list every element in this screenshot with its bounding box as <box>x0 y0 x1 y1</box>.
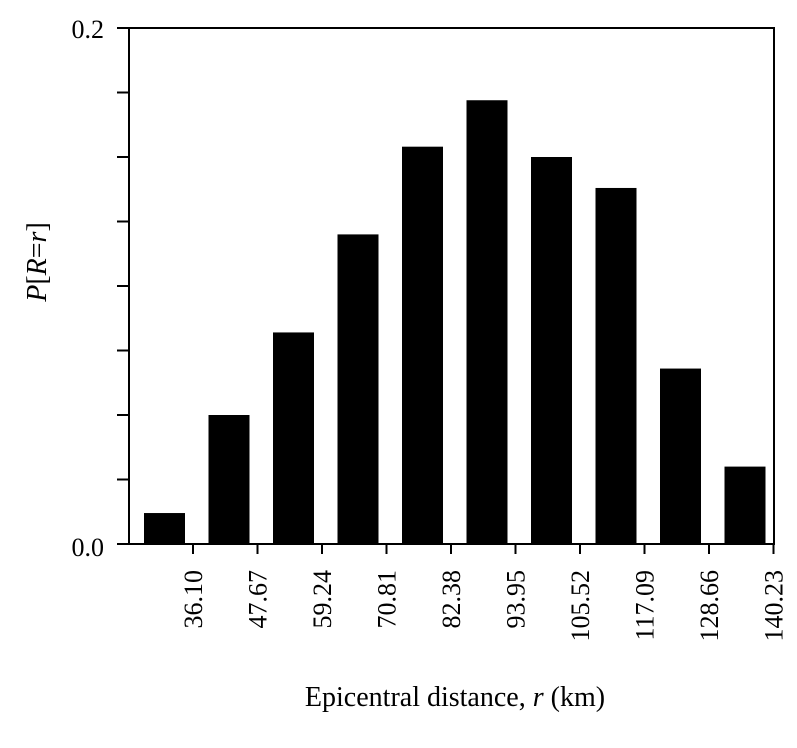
x-tick-label: 59.24 <box>308 570 337 629</box>
bars-group <box>144 100 766 545</box>
x-tick-label: 70.81 <box>373 570 402 629</box>
bar <box>531 157 572 544</box>
bar <box>337 234 379 544</box>
y-tick-label-max: 0.2 <box>72 15 105 44</box>
x-tick-label: 117.09 <box>631 570 660 641</box>
x-tick-label: 93.95 <box>502 570 531 629</box>
bar <box>660 368 701 544</box>
y-axis-label: P[R=r] <box>22 222 53 303</box>
x-tick-label: 128.66 <box>695 570 724 642</box>
x-tick-label: 105.52 <box>566 570 595 642</box>
bar <box>208 415 250 544</box>
x-tick-label: 36.10 <box>179 570 208 629</box>
bar <box>402 146 443 544</box>
x-ticks-group: 36.10 47.67 59.24 70.81 82.38 93.95 105.52 117.… <box>179 544 789 642</box>
x-axis-label: Epicentral distance, r (km) <box>305 682 605 713</box>
y-ticks-group <box>117 27 129 545</box>
bar <box>724 466 766 544</box>
bar <box>144 513 185 544</box>
y-tick-label-min: 0.0 <box>72 533 105 562</box>
bar <box>273 332 314 544</box>
x-tick-label: 140.23 <box>760 570 789 642</box>
x-tick-label: 82.38 <box>437 570 466 629</box>
x-tick-label: 47.67 <box>244 570 273 629</box>
bar <box>466 100 508 545</box>
bar <box>595 187 637 544</box>
